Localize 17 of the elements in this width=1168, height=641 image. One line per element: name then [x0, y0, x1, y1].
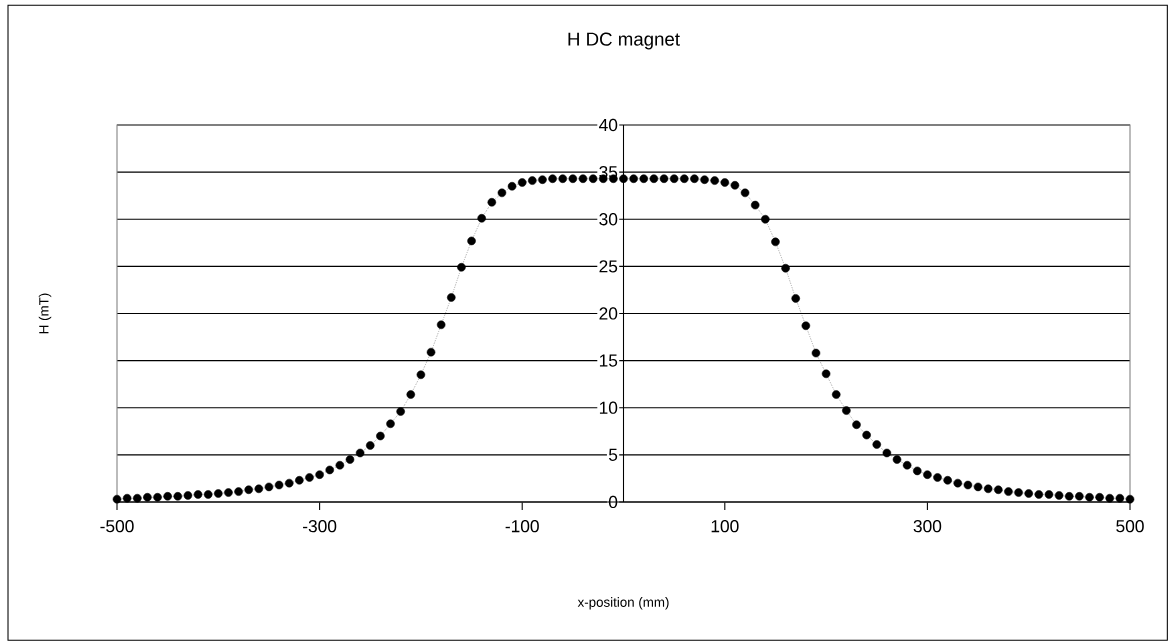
y-tick-label: 40	[599, 118, 618, 132]
x-tick-label: 300	[913, 520, 942, 533]
chart-title: H DC magnet	[568, 32, 680, 50]
x-tick-label: -500	[100, 520, 134, 533]
x-axis-title: x-position (mm)	[577, 597, 669, 610]
y-tick-label: 15	[599, 354, 618, 367]
y-tick-label: 20	[599, 307, 618, 320]
x-tick-label: 500	[1116, 520, 1144, 533]
y-axis-title: H (mT)	[38, 293, 52, 334]
x-tick-label: -100	[505, 520, 539, 533]
x-tick-label: 100	[711, 520, 739, 533]
y-tick-label: 0	[608, 495, 618, 509]
y-tick-label: 30	[599, 213, 618, 226]
x-tick-label: -300	[303, 520, 337, 533]
y-tick-label: 10	[599, 401, 618, 414]
y-tick-label: 25	[599, 260, 618, 273]
y-tick-label: 5	[608, 448, 618, 461]
